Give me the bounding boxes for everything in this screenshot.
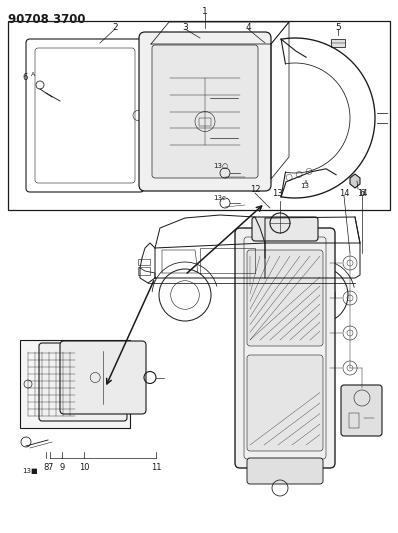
FancyBboxPatch shape — [39, 343, 127, 421]
FancyBboxPatch shape — [60, 341, 146, 414]
FancyBboxPatch shape — [152, 45, 258, 178]
Bar — [8, 21, 390, 210]
Text: 6: 6 — [359, 189, 365, 198]
Text: 2: 2 — [112, 23, 118, 32]
Text: 13■: 13■ — [22, 468, 38, 474]
Text: 6: 6 — [22, 74, 28, 83]
Bar — [349, 413, 359, 428]
FancyBboxPatch shape — [20, 340, 130, 428]
Text: 12: 12 — [250, 185, 260, 195]
Text: 1: 1 — [202, 7, 208, 16]
Bar — [331, 39, 345, 47]
Polygon shape — [350, 174, 360, 188]
Text: 13○: 13○ — [213, 162, 228, 168]
Bar — [199, 117, 211, 125]
Text: 13: 13 — [300, 183, 309, 189]
FancyBboxPatch shape — [247, 250, 323, 346]
Bar — [138, 259, 150, 265]
Bar — [138, 267, 150, 275]
Text: 14: 14 — [339, 189, 349, 198]
Bar — [295, 260, 310, 268]
FancyBboxPatch shape — [139, 32, 271, 191]
FancyBboxPatch shape — [247, 458, 323, 484]
FancyBboxPatch shape — [341, 385, 382, 436]
FancyBboxPatch shape — [235, 228, 335, 468]
Text: A: A — [304, 180, 308, 184]
FancyBboxPatch shape — [247, 355, 323, 451]
Text: 8: 8 — [43, 463, 49, 472]
Text: 4: 4 — [245, 23, 251, 32]
Text: 9: 9 — [59, 463, 64, 472]
FancyBboxPatch shape — [252, 217, 318, 241]
Text: 5: 5 — [335, 23, 341, 32]
Text: 14: 14 — [357, 189, 367, 198]
Text: 90708 3700: 90708 3700 — [8, 13, 86, 26]
Text: A: A — [31, 71, 35, 77]
Text: 7: 7 — [47, 463, 53, 472]
Text: 13: 13 — [272, 189, 282, 198]
Text: 10: 10 — [79, 463, 89, 472]
Text: 13c: 13c — [213, 195, 226, 201]
Text: 11: 11 — [151, 463, 161, 472]
Text: 3: 3 — [182, 23, 188, 32]
